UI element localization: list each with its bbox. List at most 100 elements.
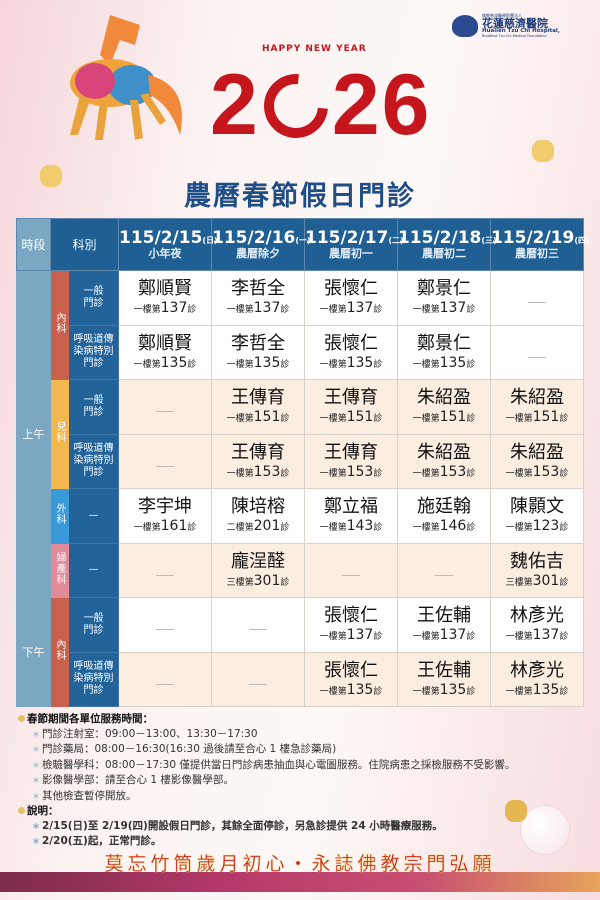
schedule-cell: 魏佑吉 三樓第301診 — [489, 542, 585, 598]
room-number: 135 — [439, 354, 467, 371]
room-prefix: 第 — [430, 632, 440, 643]
room-number: 137 — [346, 300, 374, 317]
room-prefix: 第 — [337, 414, 347, 425]
room-info: 一樓第135診 — [119, 355, 211, 371]
hours-item: 其他檢查暫停開放。 — [18, 789, 515, 805]
schedule-cell: 李宇坤 一樓第161診 — [118, 488, 212, 544]
happy-new-year: HAPPY NEW YEAR — [262, 44, 367, 54]
room-info: 一樓第143診 — [305, 518, 397, 534]
no-clinic-dash — [156, 629, 174, 631]
room-prefix: 第 — [337, 632, 347, 643]
room-suffix: 診 — [466, 414, 476, 425]
logo-name: 花蓮慈濟醫院 — [482, 17, 548, 30]
room-suffix: 診 — [559, 414, 569, 425]
room-suffix: 診 — [373, 686, 383, 697]
room-info: 一樓第151診 — [398, 409, 490, 425]
room-suffix: 診 — [187, 359, 197, 370]
room-prefix: 第 — [244, 577, 254, 588]
no-clinic-dash — [527, 356, 546, 358]
floor: 一樓 — [412, 632, 431, 643]
hours-item: 門診藥局：08:00－16:30(16:30 過後請至合心 1 樓急診藥局) — [18, 742, 515, 758]
no-clinic-dash — [341, 574, 360, 576]
doctor-name: 張懷仁 — [323, 605, 378, 627]
dept-label: 婦產科 — [54, 551, 65, 585]
schedule-cell: 張懷仁 一樓第137診 — [303, 270, 398, 326]
room-number: 135 — [346, 354, 374, 371]
room-info: 一樓第137診 — [398, 627, 490, 643]
schedule-cell: 朱紹盈 一樓第153診 — [489, 433, 585, 489]
floor: 一樓 — [319, 305, 338, 316]
room-number: 146 — [439, 518, 467, 535]
table-row: 呼吸道傳染病特別門診 張懷仁 一樓第135診 王佐輔 一樓第135診 林彥光 一樓第135診 — [17, 651, 585, 707]
floor: 一樓 — [226, 359, 245, 370]
table-row: 下午 內科 一般門診 張懷仁 一樓第137診 王佐輔 一樓第137診 林彥光 一樓第137診 — [16, 597, 585, 707]
hospital-logo: 佛教慈濟醫療財團法人 花蓮慈濟醫院 Hualien Tzu Chi Hospit… — [452, 10, 592, 42]
doctor-name: 王傳育 — [230, 387, 285, 409]
room-suffix: 診 — [373, 632, 383, 643]
room-suffix: 診 — [373, 414, 383, 425]
logo-foundation: Buddhist Tzu Chi Medical Foundation — [482, 33, 547, 38]
doctor-name: 李哲全 — [230, 278, 285, 300]
room-number: 135 — [439, 681, 467, 698]
schedule-cell: 王傳育 一樓第153診 — [303, 433, 398, 489]
room-info: 一樓第137診 — [305, 300, 397, 316]
weekday: (日) — [202, 236, 218, 246]
room-prefix: 第 — [151, 305, 161, 316]
floor: 一樓 — [505, 468, 524, 479]
schedule-cell: 張懷仁 一樓第135診 — [303, 651, 398, 707]
decoration-gold-flower — [532, 140, 554, 162]
floor: 一樓 — [319, 414, 338, 425]
sub-clinic-label: 一般門診 — [83, 394, 104, 418]
room-number: 137 — [532, 627, 560, 644]
sub-clinic-respiratory: 呼吸道傳染病特別門診 — [67, 324, 120, 380]
doctor-name: 陳培榕 — [230, 496, 285, 518]
lunar-note: 農曆初二 — [421, 247, 466, 261]
doctor-name: 王傳育 — [323, 387, 378, 409]
table-row: 呼吸道傳染病特別門診 王傳育 一樓第153診 王傳育 一樓第153診 朱紹盈 一樓第153診… — [17, 433, 585, 489]
schedule-cell: 鄭景仁 一樓第137診 — [396, 270, 491, 326]
doctor-name: 施廷翰 — [416, 496, 471, 518]
room-number: 135 — [346, 681, 374, 698]
room-info: 一樓第161診 — [119, 518, 211, 534]
doctor-name: 張懷仁 — [323, 659, 378, 681]
explain-item: 2/15(日)至 2/19(四)開設假日門診，其餘全面停診，另急診提供 24 小… — [18, 819, 515, 835]
dept-label: 內科 — [54, 312, 65, 334]
room-prefix: 第 — [523, 523, 533, 534]
room-number: 151 — [439, 409, 467, 426]
room-prefix: 第 — [430, 414, 440, 425]
floor: 一樓 — [226, 468, 245, 479]
no-clinic-dash — [156, 574, 174, 576]
room-suffix: 診 — [280, 577, 290, 588]
doctor-name: 朱紹盈 — [509, 441, 564, 463]
schedule-cell: 陳培榕 二樓第201診 — [211, 488, 305, 544]
room-prefix: 第 — [523, 468, 533, 479]
sub-clinic-label: 呼吸道傳染病特別門診 — [73, 661, 114, 697]
room-prefix: 第 — [244, 468, 254, 479]
room-suffix: 診 — [466, 523, 476, 534]
room-info: 一樓第137診 — [305, 627, 397, 643]
lunar-note: 農曆初一 — [328, 247, 373, 261]
room-suffix: 診 — [280, 523, 290, 534]
room-prefix: 第 — [244, 523, 254, 534]
doctor-name: 張懷仁 — [323, 278, 378, 300]
room-prefix: 第 — [430, 686, 440, 697]
sub-clinic-label: — — [88, 509, 99, 521]
room-info: 一樓第135診 — [212, 355, 304, 371]
room-info: 一樓第153診 — [398, 464, 490, 480]
room-prefix: 第 — [523, 632, 533, 643]
room-suffix: 診 — [559, 523, 569, 534]
sub-clinic-none: — — [67, 488, 120, 544]
room-suffix: 診 — [559, 686, 569, 697]
schedule-cell: 陳顥文 一樓第123診 — [489, 488, 585, 544]
doctor-name: 李宇坤 — [138, 496, 192, 518]
room-number: 153 — [346, 463, 374, 480]
room-prefix: 第 — [523, 577, 533, 588]
room-suffix: 診 — [280, 414, 290, 425]
room-info: 一樓第146診 — [398, 518, 490, 534]
room-info: 一樓第137診 — [491, 627, 583, 643]
room-info: 一樓第137診 — [119, 300, 211, 316]
doctor-name: 陳顥文 — [509, 496, 564, 518]
room-prefix: 第 — [337, 305, 347, 316]
decoration-bubble — [520, 805, 570, 855]
room-suffix: 診 — [559, 577, 569, 588]
